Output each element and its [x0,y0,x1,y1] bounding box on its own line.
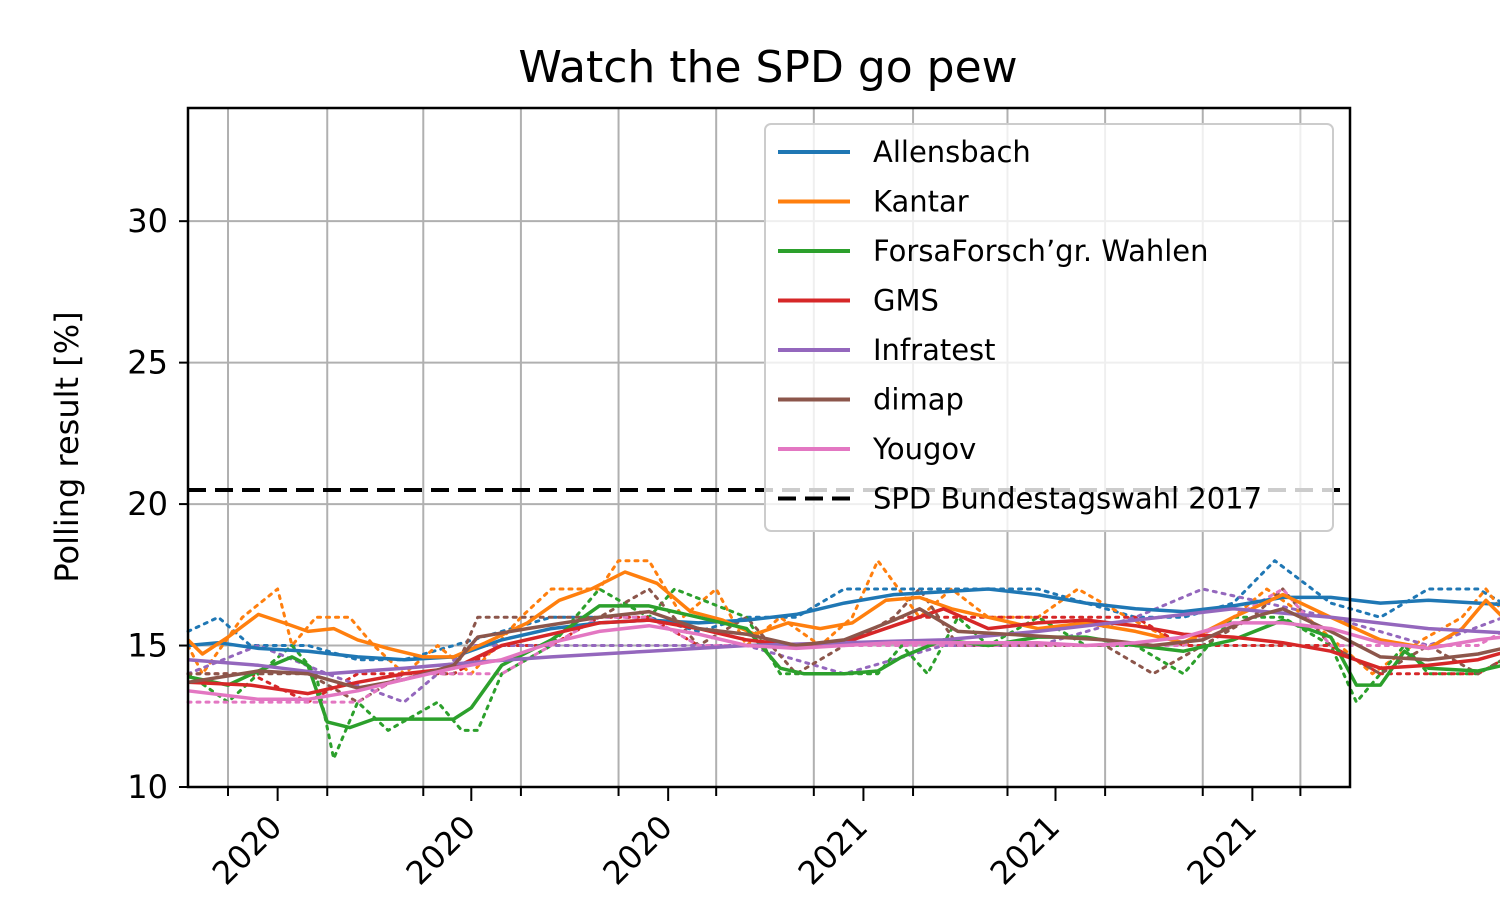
x-tick-label: 2020 [205,808,289,892]
y-tick-label: 20 [127,485,168,523]
series-raw-line-1 [186,559,1500,676]
series-line-1 [186,570,1500,659]
legend-label: SPD Bundestagswahl 2017 [873,482,1262,516]
legend-label: dimap [873,383,964,417]
x-tick-label: 2021 [791,808,875,892]
legend-box [764,123,1334,532]
x-axis: 2020 2020 2020 2021 2021 2021 [205,787,1302,892]
y-tick-label: 15 [127,627,168,665]
series-line-0 [187,587,1500,662]
legend-label: ForsaForsch’gr. Wahlen [873,234,1209,268]
legend-label: Kantar [873,185,969,219]
y-tick-label: 10 [127,768,168,806]
legend: Allensbach Kantar ForsaForsch’gr. Wahlen GM… [764,123,1334,532]
y-axis: 10 15 20 25 30 [127,202,188,806]
series-line-4 [187,607,1500,676]
legend-label: Infratest [873,333,996,367]
legend-label: Yougov [872,432,976,466]
plot-frame [186,106,1352,789]
series-line-3 [187,607,1500,696]
chart-title: Watch the SPD go pew [518,42,1017,93]
smoothed-series-layer [186,570,1500,730]
x-tick-label: 2020 [398,808,482,892]
x-tick-label: 2021 [983,808,1067,892]
legend-label: Allensbach [873,135,1031,169]
y-tick-label: 25 [127,344,168,382]
x-tick-label: 2021 [1180,808,1264,892]
legend-label: GMS [873,284,939,318]
series-line-6 [187,621,1500,702]
series-line-2 [187,604,1500,730]
y-tick-label: 30 [127,202,168,240]
y-axis-label: Polling result [%] [48,311,86,582]
x-tick-label: 2020 [595,808,679,892]
series-line-5 [187,607,1500,690]
